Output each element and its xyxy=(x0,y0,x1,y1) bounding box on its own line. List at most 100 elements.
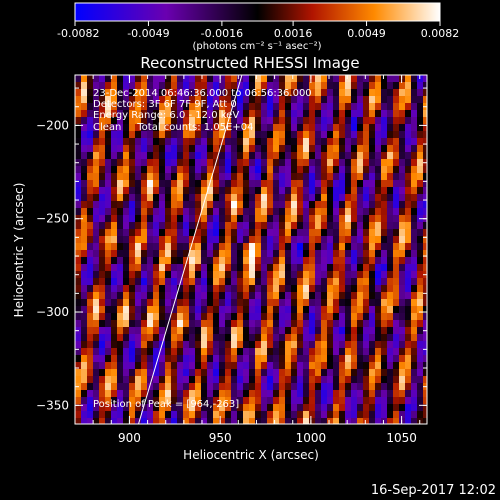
heatmap-cell xyxy=(141,159,148,167)
heatmap-cell xyxy=(219,390,226,398)
heatmap-cell xyxy=(195,208,202,216)
heatmap-cell xyxy=(219,75,226,83)
heatmap-cell xyxy=(81,124,88,132)
heatmap-cell xyxy=(321,334,328,342)
heatmap-cell xyxy=(411,264,418,272)
heatmap-cell xyxy=(387,208,394,216)
heatmap-cell xyxy=(285,159,292,167)
heatmap-cell xyxy=(321,145,328,153)
heatmap-cell xyxy=(159,292,166,300)
heatmap-cell xyxy=(309,250,316,258)
heatmap-cell xyxy=(243,229,250,237)
heatmap-cell xyxy=(171,362,178,370)
heatmap-cell xyxy=(357,313,364,321)
heatmap-cell xyxy=(111,418,118,424)
heatmap-cell xyxy=(243,222,250,230)
heatmap-cell xyxy=(363,306,370,314)
heatmap-cell xyxy=(357,278,364,286)
heatmap-cell xyxy=(105,124,112,132)
heatmap-cell xyxy=(243,418,250,424)
heatmap-cell xyxy=(189,383,196,391)
heatmap-cell xyxy=(273,89,280,97)
heatmap-cell xyxy=(399,404,406,412)
heatmap-cell xyxy=(405,285,412,293)
heatmap-cell xyxy=(231,131,238,139)
y-axis-ticks: −200−250−300−350 xyxy=(36,87,427,412)
heatmap-cell xyxy=(285,201,292,209)
heatmap-cell xyxy=(327,152,334,160)
heatmap-cell xyxy=(219,152,226,160)
heatmap-cell xyxy=(105,264,112,272)
heatmap-cell xyxy=(171,397,178,405)
heatmap-cell xyxy=(381,89,388,97)
heatmap-cell xyxy=(375,173,382,181)
heatmap-cell xyxy=(351,418,358,424)
heatmap-cell xyxy=(333,397,340,405)
heatmap-cell xyxy=(111,278,118,286)
heatmap-cell xyxy=(123,229,130,237)
heatmap-cell xyxy=(159,376,166,384)
heatmap-cell xyxy=(81,89,88,97)
heatmap-cell xyxy=(279,124,286,132)
heatmap-cell xyxy=(309,264,316,272)
heatmap-cell xyxy=(321,348,328,356)
heatmap-cell xyxy=(117,152,124,160)
heatmap-cell xyxy=(369,271,376,279)
heatmap-cell xyxy=(237,75,244,83)
heatmap-cell xyxy=(117,166,124,174)
heatmap-cell xyxy=(81,320,88,328)
heatmap-cell xyxy=(189,390,196,398)
heatmap-cell xyxy=(369,187,376,195)
heatmap-cell xyxy=(177,89,184,97)
heatmap-cell xyxy=(75,362,82,370)
heatmap-cell xyxy=(423,299,427,307)
heatmap-cell xyxy=(333,236,340,244)
heatmap-cell xyxy=(213,334,220,342)
heatmap-cell xyxy=(99,131,106,139)
heatmap-cell xyxy=(93,117,100,125)
heatmap-cell xyxy=(327,89,334,97)
heatmap-cell xyxy=(231,418,238,424)
heatmap-cell xyxy=(297,285,304,293)
heatmap-cell xyxy=(105,138,112,146)
heatmap-cell xyxy=(189,222,196,230)
heatmap-cell xyxy=(189,173,196,181)
heatmap-cell xyxy=(183,411,190,419)
heatmap-cell xyxy=(165,334,172,342)
heatmap-cell xyxy=(321,117,328,125)
heatmap-cell xyxy=(165,313,172,321)
y-tick-label: −350 xyxy=(36,398,69,412)
heatmap-cell xyxy=(249,383,256,391)
heatmap-cell xyxy=(111,187,118,195)
heatmap-cell xyxy=(261,187,268,195)
heatmap-cell xyxy=(219,103,226,111)
heatmap-cell xyxy=(105,166,112,174)
heatmap-cell xyxy=(153,390,160,398)
heatmap-cell xyxy=(255,215,262,223)
heatmap-cell xyxy=(417,152,424,160)
heatmap-cell xyxy=(153,180,160,188)
heatmap-cell xyxy=(333,264,340,272)
heatmap-cell xyxy=(249,376,256,384)
heatmap-cell xyxy=(81,180,88,188)
heatmap-cell xyxy=(117,222,124,230)
heatmap-cell xyxy=(327,243,334,251)
heatmap-cell xyxy=(303,82,310,90)
heatmap-cell xyxy=(177,201,184,209)
heatmap-cell xyxy=(117,82,124,90)
heatmap-cell xyxy=(87,145,94,153)
heatmap-cell xyxy=(75,306,82,314)
heatmap-cell xyxy=(309,110,316,118)
heatmap-cell xyxy=(189,208,196,216)
heatmap-cell xyxy=(81,208,88,216)
heatmap-cell xyxy=(99,222,106,230)
heatmap-cell xyxy=(381,264,388,272)
heatmap-cell xyxy=(321,341,328,349)
heatmap-cell xyxy=(387,264,394,272)
heatmap-cell xyxy=(129,292,136,300)
heatmap-cell xyxy=(189,89,196,97)
heatmap-cell xyxy=(81,327,88,335)
heatmap-cell xyxy=(93,278,100,286)
heatmap-cell xyxy=(351,166,358,174)
heatmap-cell xyxy=(399,145,406,153)
